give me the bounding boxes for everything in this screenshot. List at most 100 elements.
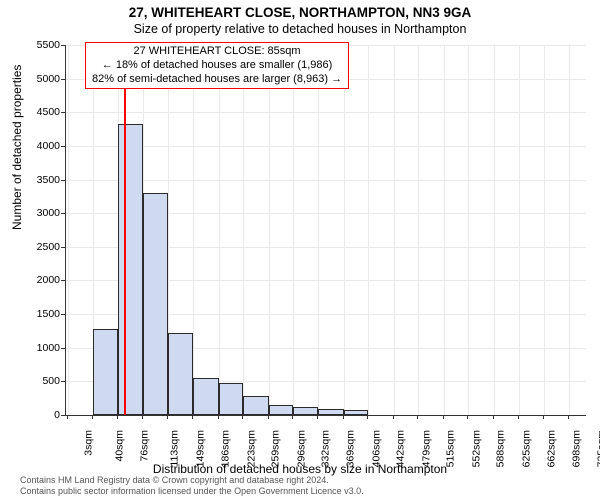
gridline-v <box>468 45 469 415</box>
x-tick-label: 3sqm <box>83 430 95 456</box>
x-tick-mark <box>67 415 68 419</box>
gridline-v <box>394 45 395 415</box>
y-tick-mark <box>61 79 65 80</box>
gridline-v <box>243 45 244 415</box>
x-tick-label: 479sqm <box>420 430 432 467</box>
x-tick-mark <box>142 415 143 419</box>
gridline-v <box>318 45 319 415</box>
gridline-v <box>219 45 220 415</box>
x-tick-label: 332sqm <box>320 430 332 467</box>
x-tick-mark <box>518 415 519 419</box>
gridline-v <box>293 45 294 415</box>
y-tick-mark <box>61 180 65 181</box>
y-tick-label: 3000 <box>20 207 60 219</box>
annotation-line-2: ← 18% of detached houses are smaller (1,… <box>92 59 342 73</box>
y-tick-mark <box>61 213 65 214</box>
histogram-bar <box>118 124 143 415</box>
x-tick-mark <box>367 415 368 419</box>
gridline-v <box>344 45 345 415</box>
footer-attribution: Contains HM Land Registry data © Crown c… <box>20 475 364 496</box>
x-tick-mark <box>242 415 243 419</box>
x-tick-mark <box>543 415 544 419</box>
gridline-v <box>68 45 69 415</box>
x-tick-mark <box>393 415 394 419</box>
y-tick-mark <box>61 247 65 248</box>
histogram-bar <box>344 410 369 415</box>
y-tick-mark <box>61 348 65 349</box>
x-tick-mark <box>192 415 193 419</box>
footer-line-2: Contains public sector information licen… <box>20 486 364 496</box>
y-tick-mark <box>61 112 65 113</box>
chart-container: 27, WHITEHEART CLOSE, NORTHAMPTON, NN3 9… <box>0 0 600 500</box>
gridline-v <box>418 45 419 415</box>
y-tick-label: 1500 <box>20 308 60 320</box>
x-tick-label: 223sqm <box>245 430 257 467</box>
y-tick-label: 5000 <box>20 73 60 85</box>
x-tick-mark <box>568 415 569 419</box>
annotation-line-3: 82% of semi-detached houses are larger (… <box>92 73 342 87</box>
y-tick-label: 1000 <box>20 342 60 354</box>
plot-area <box>65 45 586 416</box>
x-tick-label: 588sqm <box>495 430 507 467</box>
y-tick-label: 500 <box>20 375 60 387</box>
page-title: 27, WHITEHEART CLOSE, NORTHAMPTON, NN3 9… <box>0 5 600 20</box>
x-tick-mark <box>117 415 118 419</box>
x-tick-mark <box>268 415 269 419</box>
x-tick-mark <box>417 415 418 419</box>
x-tick-label: 662sqm <box>545 430 557 467</box>
gridline-v <box>519 45 520 415</box>
x-tick-label: 442sqm <box>395 430 407 467</box>
x-tick-label: 259sqm <box>270 430 282 467</box>
x-tick-label: 76sqm <box>139 430 151 462</box>
gridline-v <box>269 45 270 415</box>
histogram-bar <box>318 409 343 415</box>
x-tick-mark <box>167 415 168 419</box>
y-tick-label: 4500 <box>20 106 60 118</box>
x-tick-label: 625sqm <box>520 430 532 467</box>
y-tick-mark <box>61 314 65 315</box>
x-tick-mark <box>218 415 219 419</box>
x-tick-mark <box>467 415 468 419</box>
subject-marker-line <box>124 45 126 415</box>
y-tick-label: 2500 <box>20 241 60 253</box>
y-tick-label: 3500 <box>20 174 60 186</box>
y-tick-label: 5500 <box>20 39 60 51</box>
x-tick-mark <box>292 415 293 419</box>
y-tick-label: 0 <box>20 409 60 421</box>
y-tick-mark <box>61 280 65 281</box>
x-tick-label: 698sqm <box>570 430 582 467</box>
x-tick-label: 40sqm <box>114 430 126 462</box>
y-tick-mark <box>61 415 65 416</box>
gridline-v <box>569 45 570 415</box>
histogram-bar <box>243 396 268 415</box>
y-tick-mark <box>61 381 65 382</box>
gridline-v <box>544 45 545 415</box>
x-tick-mark <box>92 415 93 419</box>
x-tick-mark <box>493 415 494 419</box>
x-tick-label: 186sqm <box>220 430 232 467</box>
y-tick-mark <box>61 45 65 46</box>
histogram-bar <box>93 329 118 415</box>
y-tick-label: 4000 <box>20 140 60 152</box>
gridline-v <box>444 45 445 415</box>
annotation-line-1: 27 WHITEHEART CLOSE: 85sqm <box>92 45 342 59</box>
histogram-bar <box>269 405 294 415</box>
histogram-bar <box>168 333 193 415</box>
histogram-bar <box>193 378 218 415</box>
x-tick-label: 552sqm <box>470 430 482 467</box>
x-tick-label: 113sqm <box>169 430 181 467</box>
x-tick-label: 406sqm <box>370 430 382 467</box>
x-tick-mark <box>443 415 444 419</box>
histogram-bar <box>219 383 244 415</box>
histogram-bar <box>143 193 168 415</box>
x-tick-label: 369sqm <box>345 430 357 467</box>
y-tick-label: 2000 <box>20 274 60 286</box>
gridline-v <box>193 45 194 415</box>
gridline-v <box>494 45 495 415</box>
x-tick-label: 735sqm <box>595 430 600 467</box>
x-tick-label: 515sqm <box>445 430 457 467</box>
x-tick-mark <box>343 415 344 419</box>
page-subtitle: Size of property relative to detached ho… <box>0 22 600 36</box>
x-tick-label: 149sqm <box>194 430 206 467</box>
histogram-bar <box>293 407 318 415</box>
